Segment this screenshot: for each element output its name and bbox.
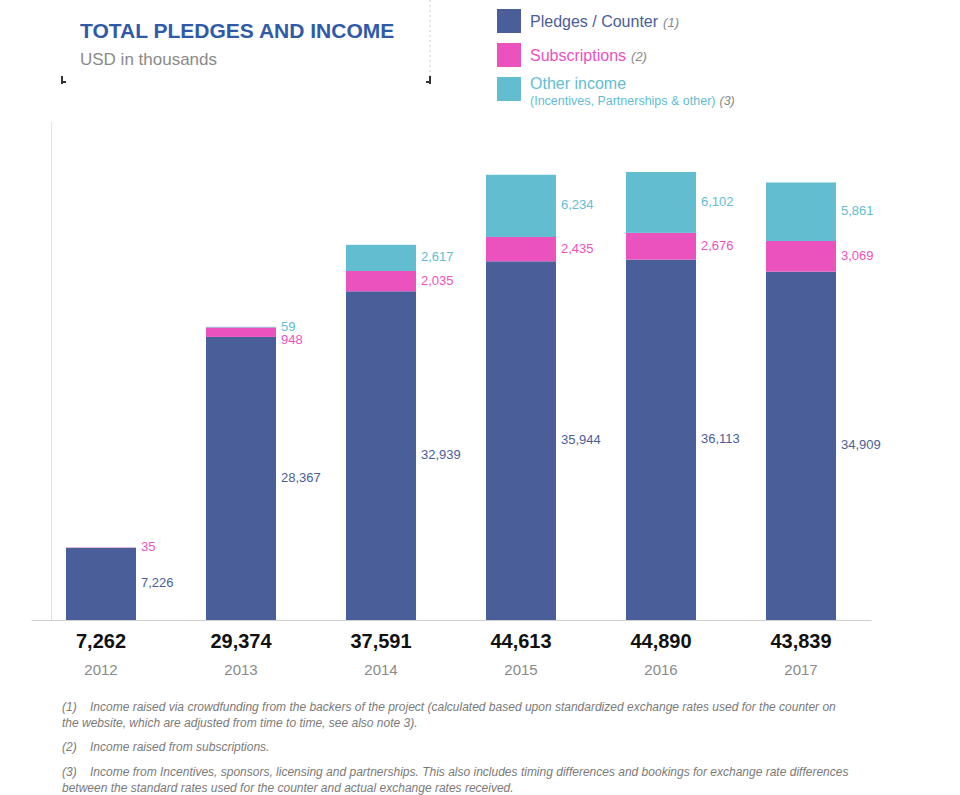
legend: Pledges / Counter (1) Subscriptions (2) Othe… — [497, 9, 735, 108]
legend-note: (1) — [663, 15, 679, 30]
title: TOTAL PLEDGES AND INCOME — [80, 19, 394, 42]
total-label: 37,591 — [350, 630, 411, 652]
data-label: 948 — [281, 332, 303, 347]
x-axis: 2012 2013 2014 2015 2016 2017 — [32, 620, 872, 678]
x-tick-label: 2013 — [224, 661, 257, 678]
legend-swatch — [497, 9, 521, 33]
title-box — [62, 0, 430, 84]
legend-entry: Pledges / Counter (1) — [530, 13, 679, 30]
data-labels: 357,2265994828,3672,6172,03532,9396,2342… — [141, 194, 881, 591]
bar-segment — [206, 326, 276, 328]
y-axis — [51, 122, 52, 621]
title-box-corner — [62, 81, 66, 83]
bar-segment — [486, 237, 556, 261]
total-label: 44,613 — [490, 630, 551, 652]
legend-label: Other income — [530, 75, 626, 92]
bar-segment — [486, 175, 556, 237]
bar-segment — [486, 261, 556, 620]
x-tick-label: 2014 — [364, 661, 397, 678]
data-label: 35,944 — [561, 432, 601, 447]
data-label: 2,617 — [421, 249, 454, 264]
footnote: (2)Income raised from subscriptions. — [62, 739, 852, 755]
bar-segment — [346, 291, 416, 620]
totals: 7,262 29,374 37,591 44,613 44,890 43,839 — [76, 630, 832, 652]
total-label: 44,890 — [630, 630, 691, 652]
legend-detail: (Incentives, Partnerships & other) (3) — [530, 94, 735, 108]
bar-segment — [626, 260, 696, 620]
data-label: 6,234 — [561, 197, 594, 212]
data-label: 2,676 — [701, 238, 734, 253]
title-box-edge — [430, 0, 431, 82]
footnote: (3)Income from Incentives, sponsors, lic… — [62, 764, 852, 795]
bar-segment — [206, 327, 276, 336]
data-label: 5,861 — [841, 203, 874, 218]
legend-note: (3) — [720, 94, 735, 108]
legend-label: Subscriptions — [530, 47, 626, 64]
x-tick-label: 2017 — [784, 661, 817, 678]
page: TOTAL PLEDGES AND INCOME USD in thousands… — [0, 0, 960, 795]
data-label: 32,939 — [421, 447, 461, 462]
bar-segment — [206, 337, 276, 620]
bar-segment — [626, 172, 696, 233]
bars — [66, 172, 836, 620]
footnote-text: Income from Incentives, sponsors, licens… — [62, 765, 848, 795]
data-label: 3,069 — [841, 248, 874, 263]
bar-segment — [346, 245, 416, 271]
total-label: 43,839 — [770, 630, 831, 652]
legend-note: (2) — [631, 49, 647, 64]
bar-segment — [66, 547, 136, 548]
bar-segment — [766, 272, 836, 620]
legend-label: Pledges / Counter — [530, 13, 659, 30]
data-label: 7,226 — [141, 575, 174, 590]
footnote-text: Income raised via crowdfunding from the … — [62, 700, 836, 730]
subtitle: USD in thousands — [80, 50, 217, 69]
chart: TOTAL PLEDGES AND INCOME USD in thousands… — [0, 0, 960, 795]
data-label: 35 — [141, 539, 155, 554]
data-label: 34,909 — [841, 437, 881, 452]
legend-detail-text: (Incentives, Partnerships & other) — [530, 94, 716, 108]
bar-segment — [346, 271, 416, 291]
data-label: 28,367 — [281, 470, 321, 485]
x-tick-label: 2015 — [504, 661, 537, 678]
footnote: (1)Income raised via crowdfunding from t… — [62, 699, 852, 731]
total-label: 29,374 — [210, 630, 272, 652]
footnote-marker: (2) — [62, 739, 90, 755]
footnote-marker: (1) — [62, 699, 90, 715]
bar-segment — [766, 182, 836, 240]
legend-swatch — [497, 43, 521, 67]
x-axis-line — [32, 620, 872, 621]
legend-entry: Subscriptions (2) — [530, 47, 647, 64]
footnote-text: Income raised from subscriptions. — [90, 740, 269, 754]
bar-segment — [66, 548, 136, 620]
y-axis-line — [51, 122, 52, 621]
bar-segment — [766, 241, 836, 272]
footnote-marker: (3) — [62, 764, 90, 780]
x-tick-label: 2016 — [644, 661, 677, 678]
total-label: 7,262 — [76, 630, 126, 652]
x-tick-label: 2012 — [84, 661, 117, 678]
data-label: 2,035 — [421, 273, 454, 288]
data-label: 2,435 — [561, 241, 594, 256]
legend-entry: Other income — [530, 75, 626, 92]
data-label: 6,102 — [701, 194, 734, 209]
title-box-corner — [426, 81, 430, 83]
bar-segment — [626, 233, 696, 260]
legend-swatch — [497, 77, 521, 101]
data-label: 36,113 — [701, 431, 740, 446]
